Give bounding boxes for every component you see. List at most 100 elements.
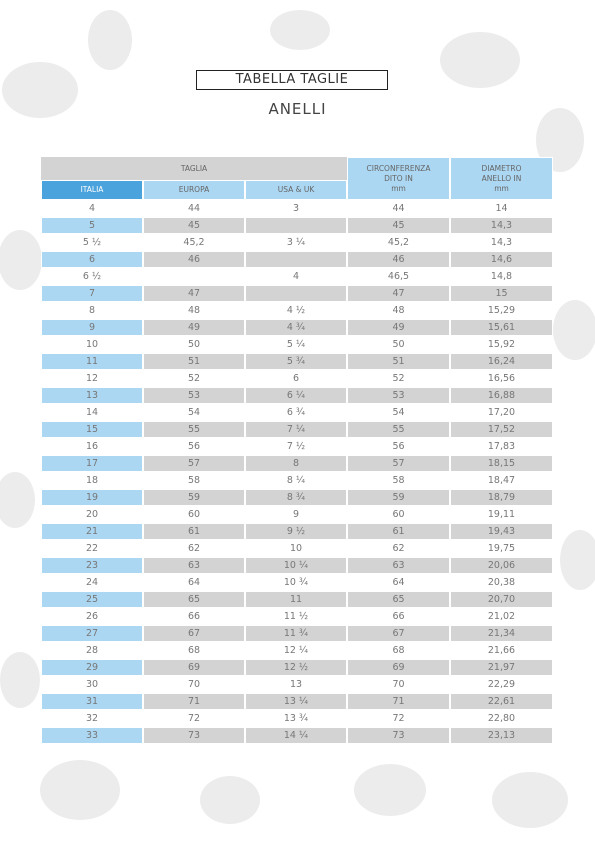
table-cell: 14,8 (450, 268, 553, 285)
table-cell: 23 (41, 557, 143, 574)
table-cell: 5 ¼ (245, 336, 347, 353)
table-cell: 52 (347, 370, 450, 387)
table-cell: 65 (347, 591, 450, 608)
table-cell: 20,38 (450, 574, 553, 591)
table-cell: 18 (41, 472, 143, 489)
table-cell: 70 (143, 676, 245, 693)
table-cell: 59 (347, 489, 450, 506)
table-cell: 19,11 (450, 506, 553, 523)
header-line: mm (494, 183, 509, 193)
table-cell: 15,92 (450, 336, 553, 353)
table-cell: 27 (41, 625, 143, 642)
title: TABELLA TAGLIE (196, 70, 388, 90)
table-cell: 20 (41, 506, 143, 523)
table-cell: 4 (41, 200, 143, 217)
table-cell: 6 ¼ (245, 387, 347, 404)
table-cell: 8 ¾ (245, 489, 347, 506)
table-cell: 3 (245, 200, 347, 217)
header-line: DITO IN (384, 173, 413, 183)
column-header: ITALIA (41, 180, 143, 200)
table-cell: 55 (143, 421, 245, 438)
table-cell: 20,70 (450, 591, 553, 608)
table-cell: 54 (347, 404, 450, 421)
header-line: DIAMETRO (481, 163, 522, 173)
table-cell: 69 (347, 659, 450, 676)
table-cell: 48 (347, 302, 450, 319)
table-cell: 5 (41, 217, 143, 234)
table-cell: 15,29 (450, 302, 553, 319)
table-cell: 73 (347, 727, 450, 744)
table-cell: 7 (41, 285, 143, 302)
table-cell: 55 (347, 421, 450, 438)
table-cell: 8 (41, 302, 143, 319)
table-cell: 17,83 (450, 438, 553, 455)
header-line: CIRCONFERENZA (366, 163, 431, 173)
table-cell: 72 (143, 710, 245, 727)
table-cell: 46 (347, 251, 450, 268)
table-cell: 14,3 (450, 234, 553, 251)
table-cell: 14 (41, 404, 143, 421)
table-cell: 4 ¾ (245, 319, 347, 336)
table-cell: 51 (143, 353, 245, 370)
table-cell: 52 (143, 370, 245, 387)
table-cell: 62 (143, 540, 245, 557)
table-cell: 18,15 (450, 455, 553, 472)
table-cell: 60 (143, 506, 245, 523)
table-cell: 64 (143, 574, 245, 591)
table-cell: 18,79 (450, 489, 553, 506)
table-cell: 21,66 (450, 642, 553, 659)
table-cell: 45 (143, 217, 245, 234)
table-cell: 15,61 (450, 319, 553, 336)
table-cell: 69 (143, 659, 245, 676)
table-cell: 26 (41, 608, 143, 625)
table-cell: 6 (245, 370, 347, 387)
table-cell: 4 (245, 268, 347, 285)
table-cell: 10 ¼ (245, 557, 347, 574)
table-cell: 67 (143, 625, 245, 642)
table-cell: 13 (245, 676, 347, 693)
table-cell: 51 (347, 353, 450, 370)
table-cell: 8 (245, 455, 347, 472)
table-cell: 46 (143, 251, 245, 268)
table-cell: 47 (143, 285, 245, 302)
column-header: USA & UK (245, 180, 347, 200)
table-cell: 49 (347, 319, 450, 336)
table-cell: 25 (41, 591, 143, 608)
column-header: EUROPA (143, 180, 245, 200)
table-cell: 6 (41, 251, 143, 268)
table-cell: 28 (41, 642, 143, 659)
table-cell: 11 (41, 353, 143, 370)
table-cell: 58 (347, 472, 450, 489)
table-cell: 65 (143, 591, 245, 608)
table-cell: 5 ½ (41, 234, 143, 251)
table-cell: 12 (41, 370, 143, 387)
table-cell: 14 (450, 200, 553, 217)
table-cell (245, 217, 347, 234)
table-cell: 53 (347, 387, 450, 404)
table-cell: 16,24 (450, 353, 553, 370)
table-cell: 10 (245, 540, 347, 557)
table-cell: 14 ¼ (245, 727, 347, 744)
table-cell: 9 ½ (245, 523, 347, 540)
table-cell: 21,97 (450, 659, 553, 676)
table-cell: 22,80 (450, 710, 553, 727)
table-cell: 20,06 (450, 557, 553, 574)
group-header: TAGLIA (41, 157, 347, 180)
table-cell: 4 ½ (245, 302, 347, 319)
table-cell: 64 (347, 574, 450, 591)
table-cell: 50 (143, 336, 245, 353)
table-cell: 19 (41, 489, 143, 506)
table-cell: 16,56 (450, 370, 553, 387)
table-cell: 68 (143, 642, 245, 659)
table-cell: 33 (41, 727, 143, 744)
table-cell: 21 (41, 523, 143, 540)
table-cell: 7 ¼ (245, 421, 347, 438)
table-cell: 56 (143, 438, 245, 455)
table-cell: 56 (347, 438, 450, 455)
table-cell: 19,75 (450, 540, 553, 557)
table-cell: 22 (41, 540, 143, 557)
table-cell: 6 ¾ (245, 404, 347, 421)
table-cell (245, 285, 347, 302)
